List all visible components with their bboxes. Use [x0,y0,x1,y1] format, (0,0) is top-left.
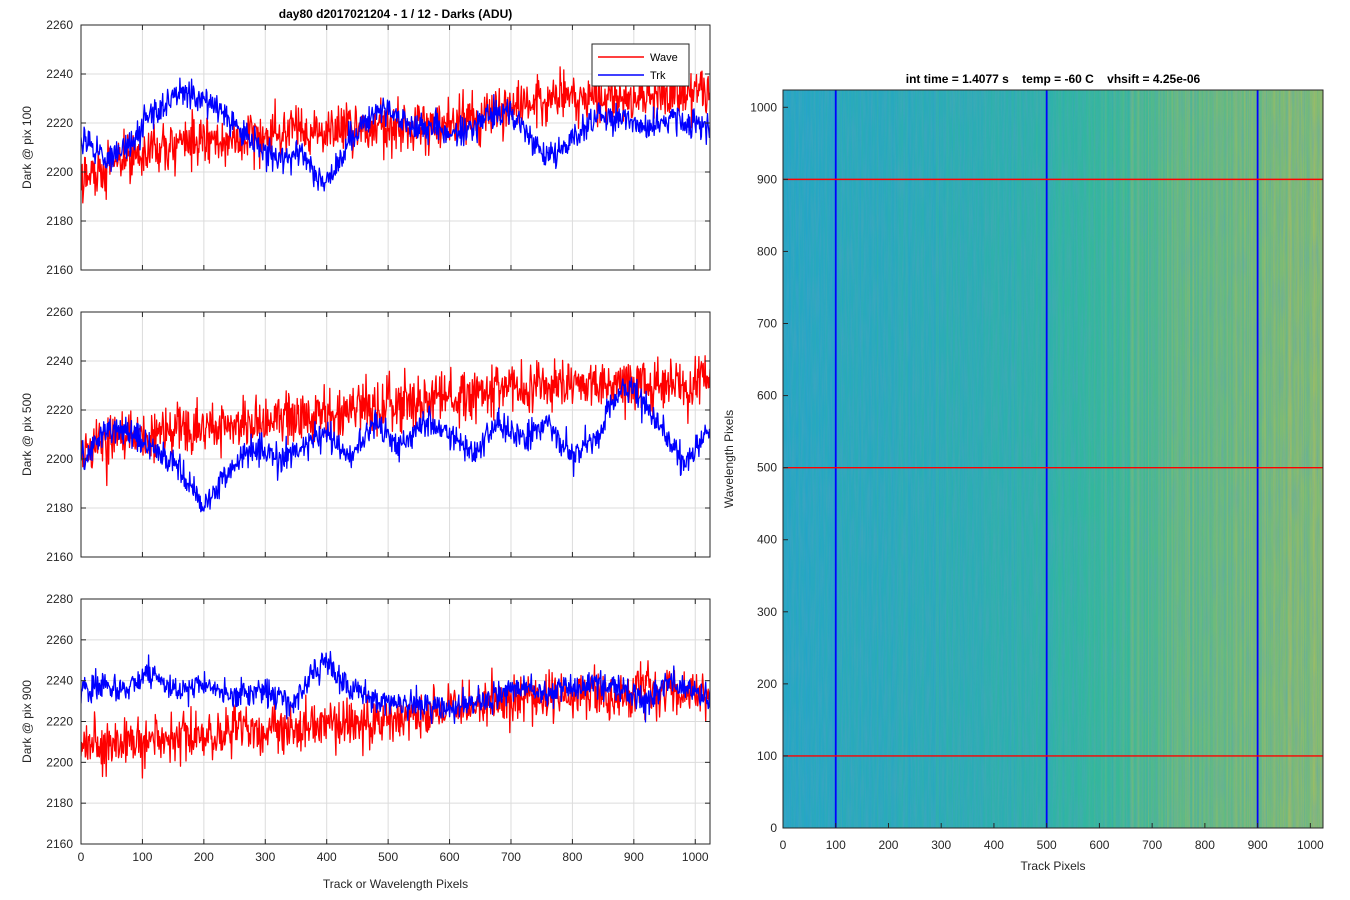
x-tick-label: 700 [1142,838,1162,852]
plot-frame [80,24,711,271]
y-tick-label: 2220 [46,715,73,729]
tick-marks: 2160 2180 2200 2220 2240 2260 [46,18,710,277]
x-tick-label: 600 [440,850,460,864]
marker-lines [783,90,1323,828]
y-tick-label: 2220 [46,116,73,130]
legend-label-wave: Wave [650,52,678,64]
x-tick-label: 200 [194,850,214,864]
series-line-wave [81,60,710,204]
x-tick-label: 500 [378,850,398,864]
series-line-wave [81,355,710,487]
y-tick-label: 2160 [46,837,73,851]
x-axis-label: Track Pixels [1021,859,1086,873]
y-tick-label: 2260 [46,305,73,319]
y-axis-label: Dark @ pix 500 [20,393,34,476]
x-tick-label: 800 [562,850,582,864]
x-tick-label: 0 [780,838,787,852]
x-tick-label: 1000 [682,850,709,864]
x-tick-label: 200 [878,838,898,852]
heatmap-title: int time = 1.4077 s temp = -60 C vhsift … [906,72,1201,86]
x-tick-label: 600 [1089,838,1109,852]
y-tick-label: 2180 [46,214,73,228]
y-tick-label: 2240 [46,67,73,81]
tick-marks: 2160 2180 2200 2220 2240 2260 [46,305,710,564]
y-tick-label: 900 [757,172,777,186]
x-tick-label: 300 [931,838,951,852]
y-tick-label: 2240 [46,674,73,688]
y-tick-label: 2220 [46,403,73,417]
series-line-trk [81,77,710,192]
y-tick-label: 2160 [46,550,73,564]
y-tick-label: 0 [770,821,777,835]
legend: Wave Trk [591,43,690,87]
y-tick-label: 2260 [46,18,73,32]
x-tick-label: 100 [132,850,152,864]
y-tick-label: 2260 [46,633,73,647]
heatmap-texture [783,90,1323,828]
tick-marks: 0 100 200 300 400 500 600 700 800 900 1000 2160 2180… [46,592,710,864]
y-tick-label: 800 [757,244,777,258]
x-tick-label: 700 [501,850,521,864]
y-tick-label: 2200 [46,452,73,466]
y-tick-label: 2240 [46,354,73,368]
chart-title: day80 d2017021204 - 1 / 12 - Darks (ADU) [279,7,512,21]
y-axis-label: Dark @ pix 900 [20,680,34,763]
y-tick-label: 2200 [46,165,73,179]
subplot-dark-pix-900: 0 100 200 300 400 500 600 700 800 900 1000 2160 2180… [20,592,711,891]
y-axis-label: Wavelength Pixels [722,410,736,508]
x-tick-label: 500 [1037,838,1057,852]
x-tick-label: 1000 [1297,838,1324,852]
x-tick-label: 900 [1248,838,1268,852]
y-tick-label: 2160 [46,263,73,277]
y-tick-label: 300 [757,605,777,619]
y-tick-label: 1000 [750,100,777,114]
y-tick-label: 200 [757,677,777,691]
legend-label-trk: Trk [650,70,666,82]
series-group [81,60,710,204]
y-tick-label: 400 [757,533,777,547]
y-tick-label: 700 [757,317,777,331]
subplot-dark-pix-100: 2160 2180 2200 2220 2240 2260 day80 d20170212… [20,7,711,277]
x-tick-label: 400 [984,838,1004,852]
x-tick-label: 300 [255,850,275,864]
subplot-dark-pix-500: 2160 2180 2200 2220 2240 2260 Dark @ pix 500 [20,305,711,564]
y-tick-label: 2180 [46,796,73,810]
x-tick-label: 100 [826,838,846,852]
y-tick-label: 600 [757,389,777,403]
y-tick-label: 2200 [46,755,73,769]
plot-frame [80,311,711,558]
y-axis-label: Dark @ pix 100 [20,106,34,189]
plot-frame [782,89,1324,829]
series-line-trk [81,650,710,725]
y-tick-label: 100 [757,749,777,763]
heatmap-darks: 0 100 200 300 400 500 600 700 800 900 1000 0 100 200 3… [722,72,1324,873]
x-tick-label: 800 [1195,838,1215,852]
y-tick-label: 2180 [46,501,73,515]
x-tick-label: 0 [78,850,85,864]
series-group [81,355,710,513]
x-axis-label: Track or Wavelength Pixels [323,877,468,891]
tick-marks: 0 100 200 300 400 500 600 700 800 900 1000 0 100 200 3… [750,100,1324,852]
y-tick-label: 2280 [46,592,73,606]
series-group [81,650,710,779]
x-tick-label: 400 [317,850,337,864]
y-tick-label: 500 [757,461,777,475]
x-tick-label: 900 [624,850,644,864]
series-line-trk [81,377,710,513]
legend-box [591,43,690,87]
